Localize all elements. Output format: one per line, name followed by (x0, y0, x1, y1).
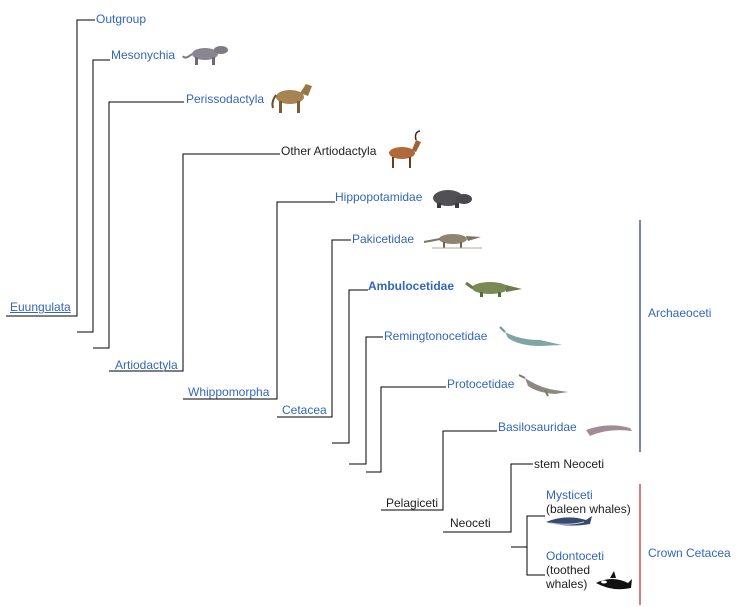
antelope-icon (389, 130, 421, 168)
taxon-stem-neoceti: stem Neoceti (534, 457, 605, 471)
hippo-icon (433, 190, 472, 208)
taxon-odontoceti[interactable]: Odontoceti (toothed whales) (546, 549, 604, 591)
taxon-basilosauridae[interactable]: Basilosauridae (498, 420, 577, 434)
horse-icon (271, 84, 312, 113)
protocetus-icon (518, 374, 568, 397)
pakicetus-icon (423, 234, 482, 249)
ambulocetus-icon (465, 281, 522, 297)
tree-lines (6, 19, 545, 576)
node-artiodactyla[interactable]: Artiodactyla (115, 358, 178, 372)
node-cetacea[interactable]: Cetacea (282, 403, 327, 417)
taxon-mysticeti-note: (baleen whales) (546, 502, 631, 516)
taxon-mesonychia[interactable]: Mesonychia (111, 48, 176, 62)
taxon-other-artiodactyla: Other Artiodactyla (281, 144, 377, 158)
remingtonocetus-icon (499, 326, 562, 346)
group-crown-cetacea[interactable]: Crown Cetacea (648, 546, 731, 560)
taxon-perissodactyla[interactable]: Perissodactyla (186, 92, 265, 106)
mesonychid-icon (182, 46, 228, 65)
node-euungulata[interactable]: Euungulata (10, 300, 71, 314)
taxon-mysticeti-label[interactable]: Mysticeti (546, 488, 593, 502)
taxon-odontoceti-note-2: whales) (546, 577, 588, 591)
taxon-outgroup[interactable]: Outgroup (96, 12, 147, 26)
taxon-odontoceti-label[interactable]: Odontoceti (546, 549, 605, 563)
taxon-remingtonocetidae[interactable]: Remingtonocetidae (384, 329, 488, 343)
orca-icon (596, 571, 632, 590)
taxon-ambulocetidae[interactable]: Ambulocetidae (368, 279, 455, 293)
group-archaeoceti[interactable]: Archaeoceti (648, 306, 712, 320)
taxon-odontoceti-note-1: (toothed (546, 563, 591, 577)
taxon-protocetidae[interactable]: Protocetidae (447, 377, 515, 391)
taxon-hippopotamidae[interactable]: Hippopotamidae (335, 190, 423, 204)
basilosaurus-icon (586, 425, 632, 436)
taxon-mysticeti[interactable]: Mysticeti (baleen whales) (546, 488, 631, 516)
blue-whale-icon (546, 516, 592, 526)
taxon-pakicetidae[interactable]: Pakicetidae (352, 232, 415, 246)
node-neoceti: Neoceti (450, 516, 491, 530)
node-pelagiceti: Pelagiceti (386, 496, 439, 510)
node-whippomorpha[interactable]: Whippomorpha (188, 385, 270, 399)
